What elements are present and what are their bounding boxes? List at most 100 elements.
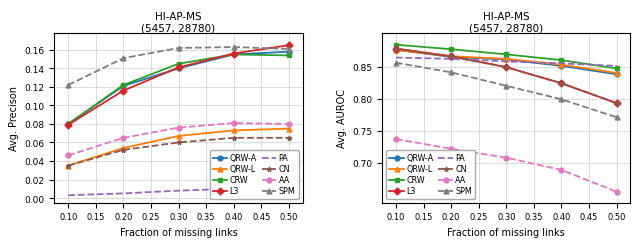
L3 <box>502 67 510 70</box>
QRW-A <box>612 73 620 76</box>
QRW-L <box>285 128 292 131</box>
Legend: QRW-A, QRW-L, CRW, L3, PA, CN, AA, SPM: QRW-A, QRW-L, CRW, L3, PA, CN, AA, SPM <box>209 150 299 199</box>
CN <box>447 55 455 58</box>
Line: PA: PA <box>396 58 616 67</box>
QRW-L <box>392 49 400 52</box>
AA <box>120 137 127 140</box>
QRW-A <box>502 59 510 62</box>
QRW-L <box>120 147 127 150</box>
CN <box>230 137 237 140</box>
L3 <box>392 48 400 51</box>
Line: AA: AA <box>66 121 291 158</box>
QRW-A <box>230 54 237 57</box>
PA <box>612 65 620 68</box>
Y-axis label: Avg. Precison: Avg. Precison <box>9 86 19 151</box>
Line: CRW: CRW <box>394 43 619 72</box>
SPM <box>65 84 72 87</box>
AA <box>557 169 565 172</box>
SPM <box>557 98 565 101</box>
AA <box>65 154 72 157</box>
AA <box>285 123 292 126</box>
PA <box>120 192 127 195</box>
L3 <box>230 53 237 56</box>
Line: SPM: SPM <box>394 61 619 120</box>
Line: PA: PA <box>68 189 289 196</box>
QRW-A <box>120 85 127 88</box>
CN <box>557 82 565 85</box>
CRW <box>65 123 72 126</box>
Line: QRW-L: QRW-L <box>394 48 619 76</box>
L3 <box>120 90 127 93</box>
CN <box>175 141 182 144</box>
CRW <box>612 68 620 71</box>
CRW <box>120 84 127 87</box>
SPM <box>502 85 510 88</box>
PA <box>447 58 455 61</box>
SPM <box>392 62 400 65</box>
QRW-A <box>392 49 400 52</box>
CRW <box>175 63 182 66</box>
QRW-L <box>612 72 620 75</box>
SPM <box>230 46 237 49</box>
Line: QRW-A: QRW-A <box>66 50 291 127</box>
CN <box>392 48 400 51</box>
L3 <box>175 67 182 70</box>
QRW-L <box>65 165 72 168</box>
PA <box>502 61 510 64</box>
AA <box>447 148 455 151</box>
AA <box>502 156 510 160</box>
CRW <box>502 54 510 57</box>
Line: CRW: CRW <box>66 53 291 127</box>
X-axis label: Fraction of missing links: Fraction of missing links <box>447 227 565 237</box>
SPM <box>447 72 455 75</box>
L3 <box>65 124 72 127</box>
SPM <box>612 116 620 119</box>
CN <box>65 165 72 168</box>
Legend: QRW-A, QRW-L, CRW, L3, PA, CN, AA, SPM: QRW-A, QRW-L, CRW, L3, PA, CN, AA, SPM <box>386 150 476 199</box>
PA <box>557 62 565 66</box>
L3 <box>612 102 620 105</box>
QRW-A <box>447 56 455 59</box>
AA <box>392 138 400 141</box>
Line: SPM: SPM <box>66 45 291 88</box>
PA <box>175 189 182 192</box>
QRW-L <box>502 58 510 61</box>
AA <box>612 191 620 194</box>
Line: CN: CN <box>394 47 619 106</box>
Line: AA: AA <box>394 137 619 194</box>
CRW <box>230 54 237 57</box>
CN <box>612 102 620 105</box>
PA <box>285 187 292 191</box>
QRW-A <box>285 51 292 54</box>
AA <box>230 122 237 125</box>
CRW <box>392 44 400 47</box>
CN <box>120 149 127 152</box>
CRW <box>285 55 292 58</box>
QRW-L <box>447 55 455 58</box>
QRW-A <box>557 65 565 68</box>
CN <box>502 67 510 70</box>
SPM <box>175 47 182 50</box>
SPM <box>120 57 127 60</box>
Line: QRW-L: QRW-L <box>66 127 291 168</box>
QRW-L <box>230 129 237 132</box>
X-axis label: Fraction of missing links: Fraction of missing links <box>120 227 237 237</box>
QRW-L <box>557 64 565 67</box>
Line: QRW-A: QRW-A <box>394 48 619 77</box>
L3 <box>557 82 565 85</box>
Line: L3: L3 <box>394 47 619 106</box>
Title: HI-AP-MS
(5457, 28780): HI-AP-MS (5457, 28780) <box>141 12 216 33</box>
Title: HI-AP-MS
(5457, 28780): HI-AP-MS (5457, 28780) <box>469 12 543 33</box>
AA <box>175 127 182 130</box>
PA <box>230 187 237 191</box>
QRW-L <box>175 135 182 138</box>
Line: CN: CN <box>66 136 291 168</box>
CRW <box>557 59 565 62</box>
CN <box>285 137 292 140</box>
QRW-A <box>175 68 182 71</box>
QRW-A <box>65 123 72 126</box>
Y-axis label: Avg. AUROC: Avg. AUROC <box>337 89 347 148</box>
L3 <box>285 45 292 48</box>
PA <box>65 194 72 197</box>
L3 <box>447 55 455 58</box>
